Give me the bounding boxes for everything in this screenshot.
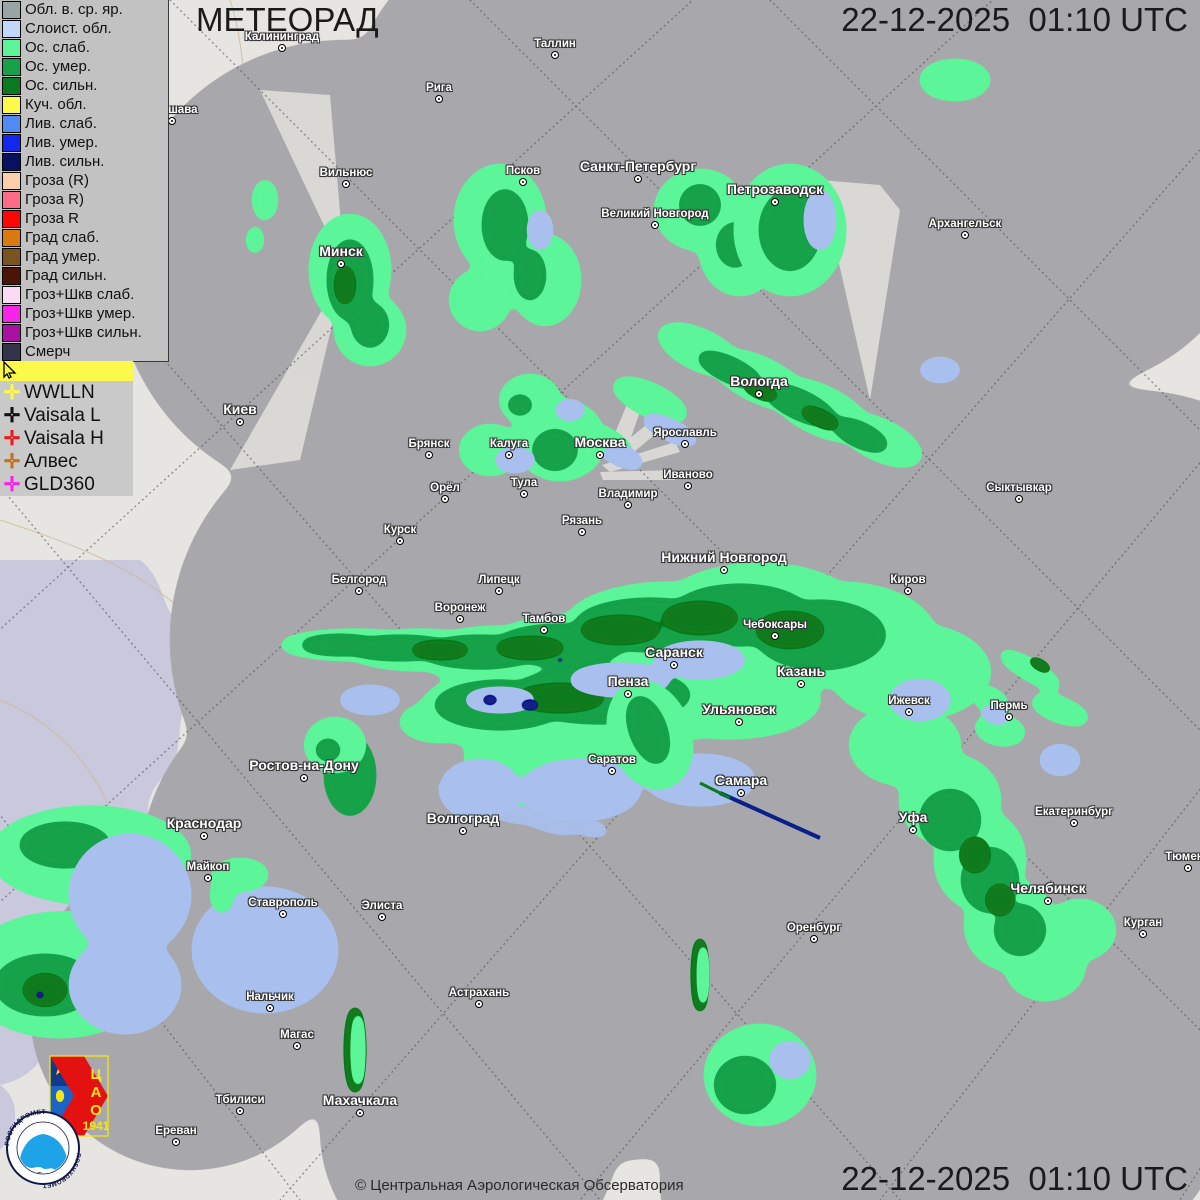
svg-text:А: А [91, 1084, 102, 1101]
svg-text:О: О [90, 1102, 102, 1119]
svg-text:Ц: Ц [91, 1066, 102, 1083]
svg-text:1941: 1941 [83, 1119, 110, 1133]
